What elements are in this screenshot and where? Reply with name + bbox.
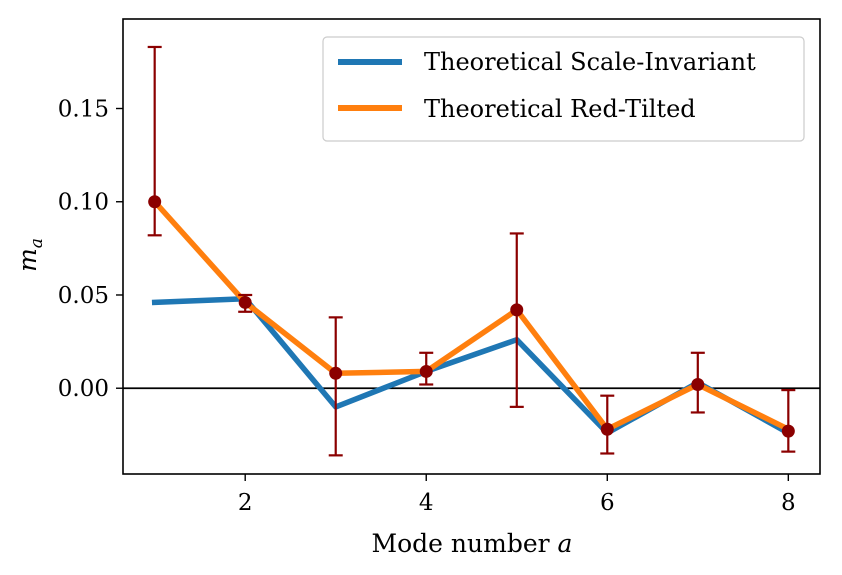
x-tick-label: 4 xyxy=(419,490,434,516)
measurement-layer xyxy=(147,45,796,457)
legend-label-red-tilted: Theoretical Red-Tilted xyxy=(424,95,696,123)
y-axis-label: ma xyxy=(13,238,47,272)
y-tick-label: 0.05 xyxy=(58,283,109,309)
y-tick-label: 0.15 xyxy=(58,97,109,123)
x-tick-label: 6 xyxy=(600,490,615,516)
measurement-point xyxy=(419,364,433,378)
measurement-point xyxy=(148,195,162,209)
legend-label-scale-invariant: Theoretical Scale-Invariant xyxy=(424,48,756,76)
legend-box xyxy=(322,36,805,142)
legend: Theoretical Scale-Invariant Theoretical … xyxy=(322,36,805,142)
tick-layer: 0.00 0.05 0.10 0.15 2 4 6 8 xyxy=(58,97,796,516)
y-tick-label: 0.00 xyxy=(58,376,109,402)
measurement-point xyxy=(691,377,705,391)
measurement-point xyxy=(510,303,524,317)
measurement-point xyxy=(600,422,614,436)
x-axis-label: Mode number a xyxy=(372,529,573,558)
measurement-point xyxy=(781,424,795,438)
measurement-point xyxy=(238,295,252,309)
measurement-point xyxy=(329,366,343,380)
x-tick-label: 8 xyxy=(781,490,796,516)
series-line-red-tilted xyxy=(150,197,792,433)
series-layer xyxy=(150,197,793,437)
y-tick-label: 0.10 xyxy=(58,190,109,216)
x-tick-label: 2 xyxy=(238,490,253,516)
axes-frame xyxy=(122,18,821,475)
